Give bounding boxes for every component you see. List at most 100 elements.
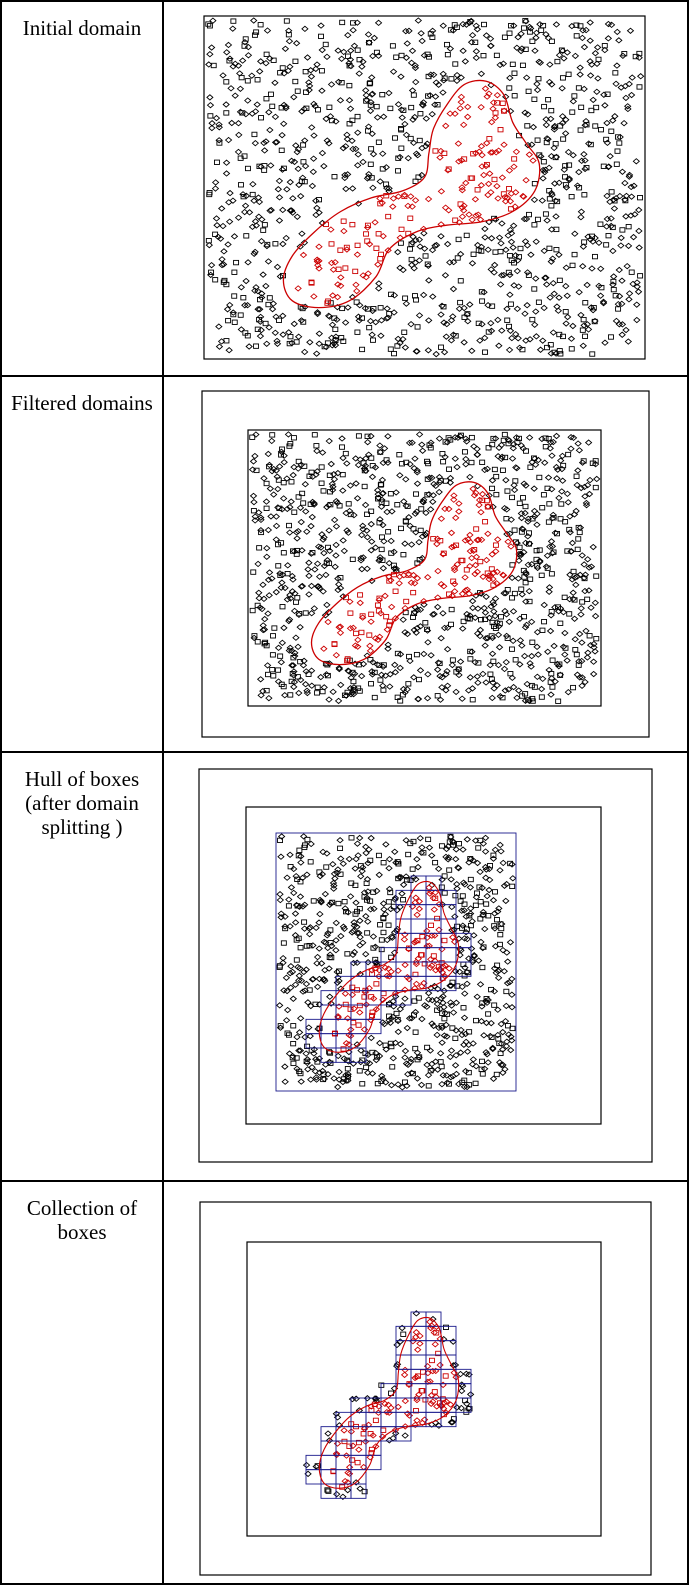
data-point: [308, 682, 316, 689]
data-point: [578, 639, 586, 646]
data-point: [438, 344, 444, 350]
data-point: [332, 523, 341, 530]
data-point: [618, 321, 627, 328]
data-point: [455, 305, 464, 312]
data-point: [536, 346, 545, 353]
data-point: [583, 654, 592, 661]
data-point: [458, 983, 466, 991]
data-point: [364, 897, 370, 903]
data-point: [287, 864, 294, 870]
data-point: [637, 273, 644, 279]
data-point: [491, 216, 500, 223]
data-point: [301, 919, 308, 925]
data-point: [625, 223, 632, 230]
data-point: [526, 530, 532, 536]
data-point: [380, 1427, 387, 1433]
data-point: [453, 71, 461, 79]
data-point: [286, 984, 295, 991]
data-point: [436, 154, 444, 161]
data-point: [283, 186, 291, 193]
data-point: [254, 77, 261, 83]
data-point: [320, 562, 329, 570]
data-point: [504, 317, 511, 323]
data-point: [580, 574, 588, 581]
data-point: [364, 1051, 372, 1059]
data-point: [371, 694, 378, 701]
data-point: [327, 226, 335, 233]
data-point: [318, 449, 327, 456]
row-label: Initial domain: [22, 16, 142, 40]
data-point: [413, 624, 421, 632]
data-point: [337, 845, 344, 851]
data-point: [468, 1061, 477, 1068]
data-point: [339, 144, 347, 152]
data-point: [565, 71, 572, 77]
data-point: [206, 94, 214, 101]
data-point: [463, 567, 470, 573]
initial-domain-plot: [203, 15, 646, 360]
data-point: [473, 993, 481, 1000]
data-point: [581, 157, 589, 164]
data-point: [336, 584, 345, 592]
figure-cell: [162, 1180, 689, 1585]
data-point: [375, 633, 384, 641]
box-cell: [335, 1033, 352, 1049]
data-point: [461, 574, 469, 581]
data-point: [367, 618, 375, 625]
data-point: [208, 120, 216, 127]
data-point: [291, 509, 298, 515]
data-point: [391, 1039, 400, 1047]
data-point: [316, 872, 324, 880]
data-point: [626, 27, 635, 34]
data-point: [485, 913, 492, 919]
data-point: [318, 68, 325, 74]
data-point: [458, 1031, 466, 1039]
data-point: [286, 644, 294, 652]
data-point: [262, 639, 269, 646]
data-point: [257, 22, 264, 28]
data-point: [529, 316, 536, 323]
data-point: [510, 441, 518, 448]
data-point: [368, 1070, 377, 1077]
data-point: [516, 500, 523, 506]
data-point: [570, 615, 579, 622]
data-point: [294, 643, 302, 651]
data-point: [398, 114, 406, 121]
data-point: [526, 29, 533, 35]
data-point: [483, 139, 491, 147]
data-point: [484, 302, 492, 309]
data-point: [451, 455, 459, 462]
data-point: [586, 633, 593, 639]
data-point: [254, 560, 262, 568]
data-point: [475, 501, 483, 509]
data-point: [440, 459, 447, 465]
data-point: [540, 304, 548, 312]
data-point: [452, 892, 459, 899]
data-point: [233, 259, 240, 266]
data-point: [331, 641, 338, 648]
data-point: [514, 575, 523, 582]
data-point: [326, 993, 334, 1000]
data-point: [345, 1464, 354, 1471]
data-point: [552, 21, 561, 28]
data-point: [529, 157, 537, 164]
data-point: [429, 1398, 437, 1405]
data-point: [514, 283, 523, 290]
data-point: [306, 339, 314, 346]
data-point: [347, 1428, 356, 1435]
data-point: [223, 110, 230, 116]
data-point: [540, 22, 547, 29]
data-point: [260, 147, 269, 154]
data-point: [372, 1395, 381, 1402]
data-point: [278, 166, 287, 173]
data-point: [274, 678, 283, 685]
data-point: [405, 1412, 414, 1419]
data-point: [426, 92, 434, 99]
data-point: [313, 447, 321, 455]
data-point: [411, 113, 419, 121]
data-point: [250, 508, 257, 514]
data-point: [394, 694, 401, 700]
data-point: [353, 959, 361, 966]
data-point: [281, 1078, 289, 1085]
data-point: [301, 463, 308, 469]
